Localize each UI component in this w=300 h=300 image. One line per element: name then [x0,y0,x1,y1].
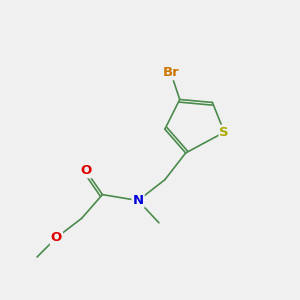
Text: Br: Br [162,66,179,79]
Text: O: O [51,231,62,244]
Text: S: S [220,126,229,139]
Text: O: O [80,164,92,177]
Text: N: N [133,194,144,207]
